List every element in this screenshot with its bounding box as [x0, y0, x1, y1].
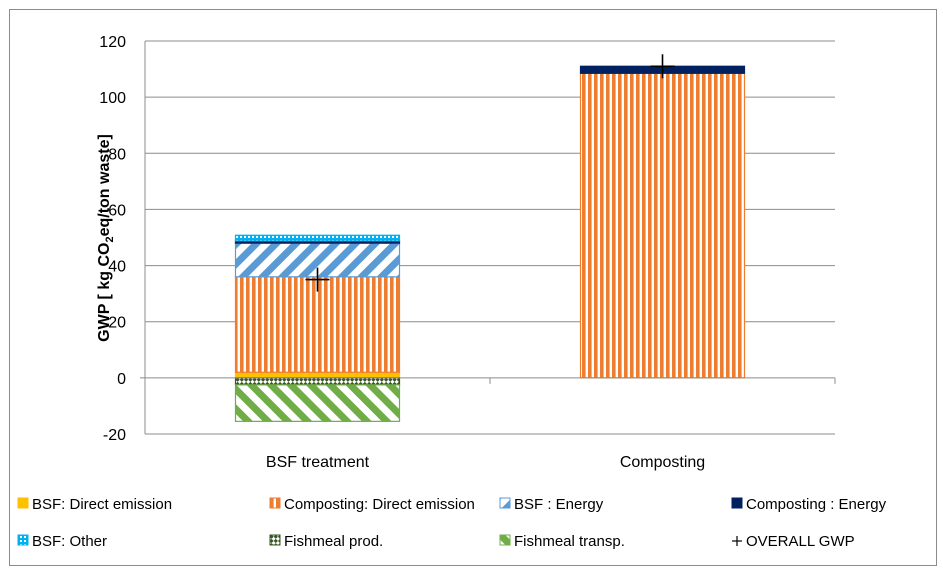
legend-swatch — [731, 497, 743, 509]
x-axis-labels: BSF treatment Composting — [266, 454, 705, 471]
y-tick-label: 80 — [108, 146, 126, 163]
legend-swatch — [17, 534, 29, 546]
legend-swatch — [17, 497, 29, 509]
y-tick-label: 100 — [99, 90, 126, 107]
overall-gwp-marker — [305, 267, 330, 292]
bars — [234, 65, 746, 422]
y-tick-label: 60 — [108, 202, 126, 219]
legend-label: Composting: Direct emission — [284, 496, 475, 513]
legend-item-overall-gwp: OVERALL GWP — [732, 533, 855, 550]
y-tick-label: 40 — [108, 259, 126, 276]
overall-gwp-marker — [650, 54, 675, 79]
legend-swatch — [269, 534, 281, 546]
y-tick-label: 20 — [108, 315, 126, 332]
bar-bsf-treatment-composting-direct-emission — [234, 276, 401, 373]
x-tick-label: Composting — [620, 454, 705, 471]
y-tick-label: 0 — [117, 371, 126, 388]
bar-bsf-treatment-bsf-direct-emission — [234, 371, 401, 379]
legend-item-fishmeal-transp: Fishmeal transp. — [499, 533, 625, 550]
bar-bsf-treatment-bsf-other — [234, 234, 401, 242]
x-tick-label: BSF treatment — [266, 454, 370, 471]
y-axis-ticks: -20 0 20 40 60 80 100 120 — [99, 34, 126, 444]
axes — [140, 41, 836, 434]
legend-item-composting-direct-emission: Composting: Direct emission — [269, 496, 475, 513]
y-tick-label: -20 — [103, 427, 126, 444]
bar-bsf-treatment-fishmeal-transp — [234, 384, 401, 422]
legend-label: BSF: Other — [32, 533, 107, 550]
legend-item-bsf-energy: BSF : Energy — [499, 496, 604, 513]
bar-bsf-treatment-fishmeal-prod — [234, 377, 401, 386]
legend-swatch — [269, 497, 281, 509]
chart-frame — [9, 9, 937, 566]
legend-label: BSF : Energy — [514, 496, 604, 513]
legend-label: OVERALL GWP — [746, 533, 855, 550]
legend-label: BSF: Direct emission — [32, 496, 172, 513]
legend-label: Fishmeal prod. — [284, 533, 383, 550]
overall-gwp-markers — [305, 54, 675, 292]
legend-item-bsf-direct-emission: BSF: Direct emission — [17, 496, 172, 513]
legend-label: Composting : Energy — [746, 496, 887, 513]
legend-swatch — [499, 534, 511, 546]
legend-label: Fishmeal transp. — [514, 533, 625, 550]
legend-swatch — [499, 497, 511, 509]
legend-item-bsf-other: BSF: Other — [17, 533, 107, 550]
bar-composting-composting-direct-emission — [579, 72, 746, 379]
y-tick-label: 120 — [99, 34, 126, 51]
legend-item-fishmeal-prod: Fishmeal prod. — [269, 533, 383, 550]
legend: BSF: Direct emission Composting: Direct e… — [17, 496, 887, 550]
legend-item-composting-energy: Composting : Energy — [731, 496, 887, 513]
y-axis-title: GWP [ kg CO2eq/ton waste] — [96, 134, 116, 342]
